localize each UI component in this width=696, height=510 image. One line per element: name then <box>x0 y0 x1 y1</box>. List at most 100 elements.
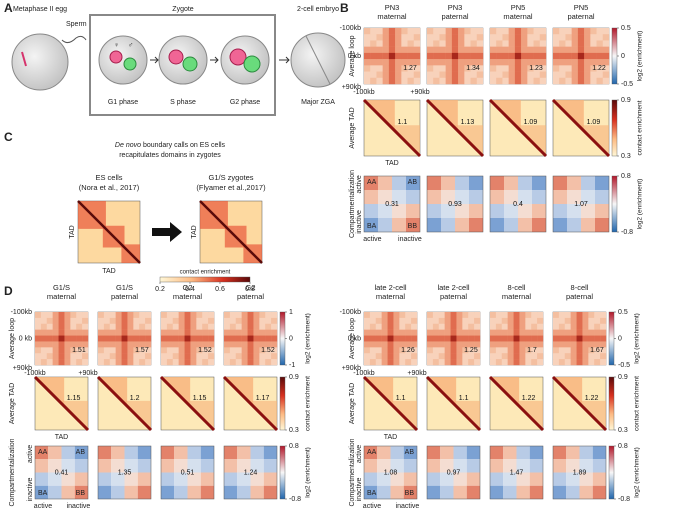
comp-map <box>223 445 278 500</box>
colorbar-tick-label: -0.8 <box>621 229 633 236</box>
loop-cell <box>539 40 547 47</box>
symbol: ♀ <box>114 42 119 49</box>
loop-cell <box>82 335 89 342</box>
comp-cell <box>377 485 391 499</box>
loop-cell <box>427 28 434 35</box>
loop-cell <box>52 329 59 336</box>
loop-cell <box>432 347 439 354</box>
colorbar-tick-label: -1 <box>289 362 295 369</box>
corner-label: AB <box>405 449 415 456</box>
loop-cell <box>451 40 459 47</box>
loop-cell <box>600 317 607 324</box>
comp-cell <box>595 218 609 232</box>
loop-cell <box>564 353 571 360</box>
value-label: 1.47 <box>510 469 524 476</box>
loop-cell <box>401 65 408 72</box>
loop-cell <box>196 323 203 330</box>
column-title: paternal <box>567 12 594 21</box>
loop-cell <box>539 65 547 72</box>
loop-cell <box>103 312 110 319</box>
value-label: 1.15 <box>67 395 81 402</box>
loop-cell <box>565 34 572 41</box>
loop-cell <box>64 347 71 354</box>
loop-cell <box>513 317 520 324</box>
loop-cell <box>559 28 566 35</box>
loop-cell <box>427 347 434 354</box>
comp-cell <box>503 485 517 499</box>
loop-cell <box>432 359 439 366</box>
loop-center <box>514 52 522 60</box>
loop-cell <box>427 46 434 54</box>
loop-cell <box>382 71 390 78</box>
loop-cell <box>507 347 514 354</box>
loop-cell <box>596 71 603 78</box>
colorbar <box>611 175 618 233</box>
loop-cell <box>571 77 579 85</box>
comp-cell <box>567 218 581 232</box>
comp-cell <box>518 218 532 232</box>
loop-cell <box>558 317 565 324</box>
loop-cell <box>519 312 526 319</box>
loop-cell <box>513 312 520 319</box>
loop-cell <box>202 353 209 360</box>
loop-cell <box>553 317 560 324</box>
loop-cell <box>527 40 534 47</box>
loop-cell <box>413 71 421 78</box>
axis-label: +90kb <box>407 370 426 377</box>
loop-cell <box>133 329 140 336</box>
stage-label: Metaphase II egg <box>13 6 67 13</box>
loop-cell <box>178 329 185 336</box>
loop-cell <box>501 347 508 354</box>
loop-cell <box>531 347 538 354</box>
loop-cell <box>458 40 465 47</box>
loop-cell <box>139 347 146 354</box>
loop-cell <box>364 312 371 319</box>
loop-cell <box>166 312 173 319</box>
loop-cell <box>470 46 477 54</box>
loop-cell <box>121 353 128 360</box>
corner-label: BA <box>38 490 48 497</box>
loop-cell <box>553 59 560 66</box>
loop-cell <box>369 312 376 319</box>
loop-cell <box>502 46 509 54</box>
loop-cell <box>577 71 585 78</box>
comp-cell <box>427 472 441 486</box>
loop-cell <box>115 335 122 342</box>
loop-cell <box>161 323 168 330</box>
value-label: 0.51 <box>181 469 195 476</box>
comp-cell <box>406 176 420 190</box>
loop-cell <box>208 359 215 366</box>
loop-cell <box>139 323 146 330</box>
loop-cell <box>166 353 173 360</box>
comp-cell <box>98 472 112 486</box>
loop-cell <box>600 335 607 342</box>
loop-cell <box>602 52 610 60</box>
loop-cell <box>208 341 215 348</box>
loop-cell <box>133 323 140 330</box>
loop-cell <box>413 52 421 60</box>
loop-cell <box>413 77 421 85</box>
comp-cell <box>441 204 455 218</box>
loop-cell <box>427 40 434 47</box>
loop-cell <box>46 341 53 348</box>
loop-cell <box>456 335 463 342</box>
loop-cell <box>103 353 110 360</box>
loop-cell <box>490 317 497 324</box>
loop-cell <box>570 341 577 348</box>
loop-cell <box>502 34 509 41</box>
loop-cell <box>202 341 209 348</box>
comp-cell <box>579 459 593 473</box>
loop-cell <box>387 329 394 336</box>
loop-cell <box>52 353 59 360</box>
loop-cell <box>58 312 65 319</box>
loop-cell <box>438 317 445 324</box>
loop-cell <box>247 323 254 330</box>
row-label: Average loop <box>349 35 356 76</box>
loop-cell <box>490 46 497 54</box>
comp-cell <box>263 446 277 460</box>
comp-cell <box>111 485 125 499</box>
loop-cell <box>439 71 446 78</box>
loop-cell <box>553 34 560 41</box>
loop-cell <box>370 34 377 41</box>
loop-cell <box>381 329 388 336</box>
